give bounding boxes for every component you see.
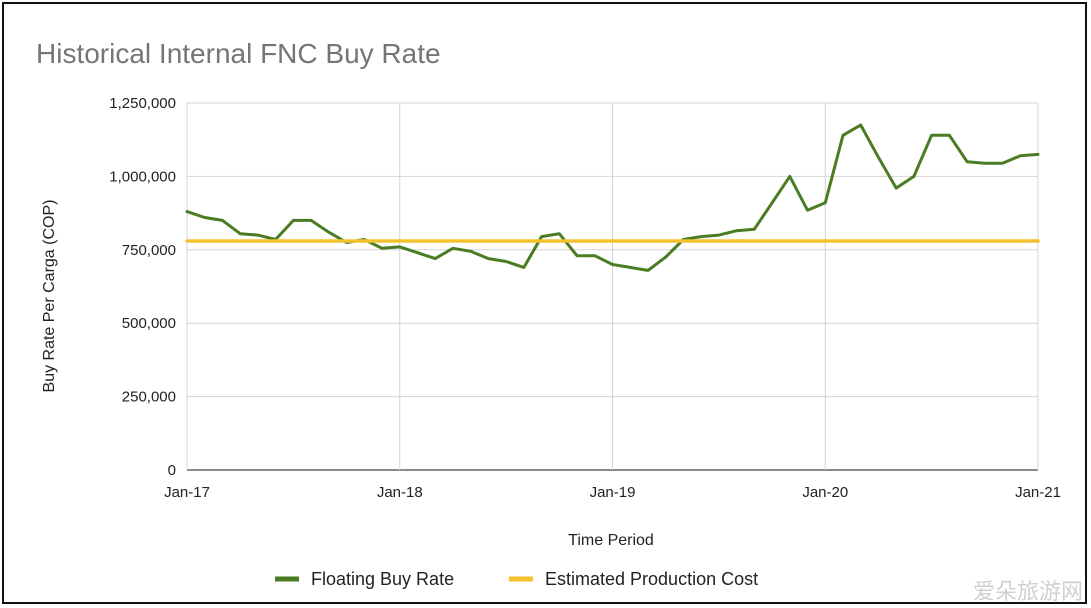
legend-label: Estimated Production Cost (545, 569, 758, 589)
y-tick-label: 1,000,000 (109, 168, 176, 185)
x-tick-label: Jan-17 (164, 484, 210, 501)
y-axis-label: Buy Rate Per Carga (COP) (41, 200, 58, 393)
x-tick-label: Jan-21 (1015, 484, 1061, 501)
x-tick-label: Jan-18 (377, 484, 423, 501)
y-tick-label: 750,000 (122, 242, 176, 259)
x-tick-label: Jan-19 (590, 484, 636, 501)
legend: Floating Buy Rate Estimated Production Co… (275, 569, 758, 589)
watermark: 爱朵旅游网 (972, 580, 1083, 605)
grid (186, 102, 1039, 471)
series-lines (185, 123, 1040, 272)
y-tick-label: 250,000 (122, 389, 176, 406)
y-ticks: 0 250,000 500,000 750,000 1,000,000 1,250,000 (109, 95, 176, 479)
x-axis-label: Time Period (568, 532, 654, 549)
floating-buy-rate-line (185, 123, 1040, 272)
x-ticks: Jan-17 Jan-18 Jan-19 Jan-20 Jan-21 (164, 484, 1061, 501)
x-tick-label: Jan-20 (802, 484, 848, 501)
legend-label: Floating Buy Rate (311, 569, 454, 589)
y-tick-label: 1,250,000 (109, 95, 176, 112)
chart-title: Historical Internal FNC Buy Rate (36, 38, 441, 69)
y-tick-label: 0 (168, 462, 176, 479)
y-tick-label: 500,000 (122, 315, 176, 332)
